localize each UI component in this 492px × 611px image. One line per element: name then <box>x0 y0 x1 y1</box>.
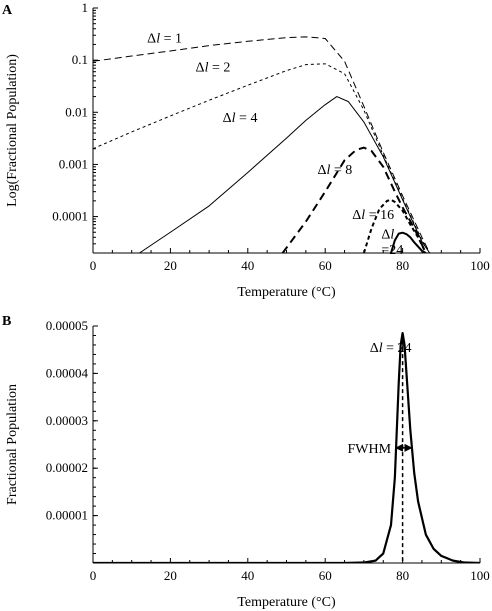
delta-symbol: Δ <box>381 227 390 242</box>
x-tick-label: 80 <box>396 568 409 583</box>
delta-symbol: Δ <box>352 208 361 223</box>
x-tick-label: 40 <box>241 568 254 583</box>
series-group <box>93 36 431 253</box>
x-tick-label: 100 <box>470 568 490 583</box>
delta-symbol: Δ <box>223 111 232 126</box>
y-tick-label: 0.01 <box>65 104 88 119</box>
x-axis-title: Temperature (°C) <box>237 595 336 610</box>
curve-label: Δl = 2 <box>196 61 231 76</box>
panel-letter-a: A <box>2 3 13 18</box>
delta-symbol: Δ <box>196 61 205 76</box>
variable-l: l <box>205 61 209 76</box>
variable-l: l <box>379 341 383 356</box>
series-line-5 <box>362 198 427 253</box>
series-group <box>93 332 480 563</box>
label-value: = 16 <box>365 208 394 223</box>
curve-label: Δl <box>381 227 394 242</box>
series-line-6 <box>390 231 427 253</box>
y-tick-label: 0.00004 <box>46 365 89 380</box>
x-tick-label: 40 <box>241 258 254 273</box>
curve-label: Δl = 8 <box>317 163 352 178</box>
y-tick-label: 0.001 <box>59 156 88 171</box>
y-tick-label: 0.00005 <box>46 318 88 333</box>
x-tick-label: 60 <box>319 568 332 583</box>
label-value: = 4 <box>236 111 258 126</box>
panel-letter-b: B <box>2 314 11 329</box>
variable-l: l <box>156 31 160 46</box>
y-tick-label: 0.0001 <box>52 209 88 224</box>
label-value: =24 <box>381 243 403 258</box>
y-tick-label: 0.1 <box>72 52 88 67</box>
y-tick-label: 0.00001 <box>46 508 88 523</box>
chart-panel-b: 0 20 40 60 80 100 0.00001 0.00002 0.00003 0.00004… <box>5 318 490 610</box>
series-line-4 <box>281 146 427 253</box>
fwhm-label: FWHM <box>347 442 391 457</box>
curve-label: =24 <box>381 243 403 258</box>
variable-l: l <box>361 208 365 223</box>
y-tick-label: 1 <box>82 0 89 15</box>
curve-label: Δl = 24 <box>370 341 412 356</box>
label-value: = 1 <box>160 31 182 46</box>
variable-l: l <box>390 227 394 242</box>
x-tick-label: 100 <box>470 258 490 273</box>
y-axis-title: Fractional Population <box>5 384 20 505</box>
delta-symbol: Δ <box>317 163 326 178</box>
series-line-2 <box>93 63 431 253</box>
series-line-1 <box>93 36 431 253</box>
variable-l: l <box>326 163 330 178</box>
label-value: = 2 <box>208 61 230 76</box>
label-value: = 24 <box>383 341 412 356</box>
x-axis-title: Temperature (°C) <box>237 285 336 300</box>
delta-symbol: Δ <box>370 341 379 356</box>
label-value: = 8 <box>330 163 352 178</box>
y-tick-label: 0.00002 <box>46 460 88 475</box>
variable-l: l <box>232 111 236 126</box>
curve-label: Δl = 1 <box>147 31 182 46</box>
x-tick-label: 60 <box>319 258 332 273</box>
x-tick-label: 20 <box>164 568 177 583</box>
chart-panel-a: 0 20 40 60 80 100 1 0.1 0.01 0.001 0.0001 Temperatu… <box>5 0 490 300</box>
x-tick-label: 0 <box>90 258 97 273</box>
y-axis-title: Log(Fractional Population) <box>5 54 20 207</box>
curve-label: Δl = 16 <box>352 208 394 223</box>
x-tick-label: 0 <box>90 568 97 583</box>
x-tick-label: 20 <box>164 258 177 273</box>
series-line-1 <box>93 332 480 563</box>
y-tick-label: 0.00003 <box>46 413 88 428</box>
curve-label: Δl = 4 <box>223 111 258 126</box>
delta-symbol: Δ <box>147 31 156 46</box>
x-tick-label: 80 <box>396 258 409 273</box>
series-line-3 <box>139 96 431 253</box>
